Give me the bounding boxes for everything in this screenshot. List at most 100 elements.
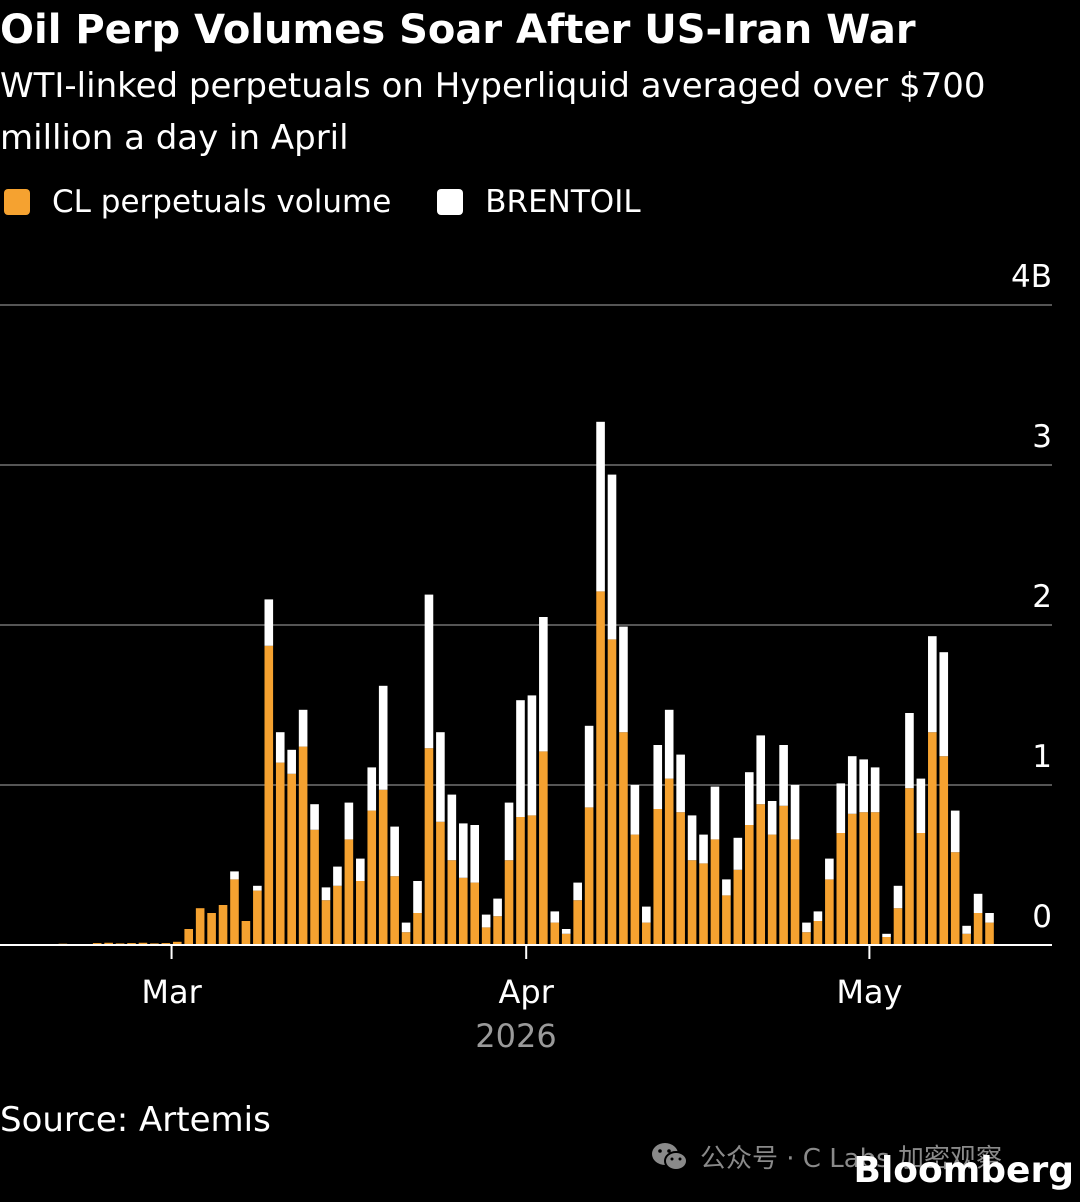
bar-brent <box>344 802 354 840</box>
bar-brent <box>790 785 800 840</box>
bar-cl <box>630 834 640 945</box>
bar-cl <box>493 916 502 945</box>
bar-cl <box>516 817 525 945</box>
bar-brent <box>973 893 983 913</box>
bar-cl <box>264 645 274 945</box>
bar-brent <box>470 825 480 883</box>
bar-cl <box>779 805 788 945</box>
x-tick-label: Mar <box>141 973 202 1011</box>
bar-cl <box>287 773 296 945</box>
bar-brent <box>287 749 296 774</box>
bar-brent <box>447 794 457 861</box>
bar-cl <box>241 921 251 945</box>
bar-cl <box>321 900 331 945</box>
bar-brent <box>905 713 914 789</box>
bar-cl <box>756 804 766 945</box>
bars-layer <box>35 421 994 945</box>
bar-cl <box>481 927 491 945</box>
bar-cl <box>573 900 582 945</box>
bar-cl <box>928 732 937 945</box>
bar-cl <box>584 807 594 945</box>
bar-cl <box>744 825 754 945</box>
bar-cl <box>847 813 857 945</box>
baseline-layer <box>0 944 1052 959</box>
bar-cl <box>104 942 113 945</box>
bar-cl <box>836 833 846 945</box>
bar-cl <box>767 834 777 945</box>
bar-cl <box>356 881 365 945</box>
bar-cl <box>310 829 319 945</box>
bar-brent <box>882 933 891 937</box>
y-tick-label: 4B <box>1011 259 1052 295</box>
bar-brent <box>825 858 834 880</box>
bar-brent <box>653 745 663 809</box>
bar-cl <box>939 756 949 945</box>
bar-cl <box>607 639 617 945</box>
bar-cl <box>950 852 960 945</box>
bar-brent <box>687 815 697 861</box>
bar-cl <box>470 882 480 945</box>
bar-cl <box>710 839 720 945</box>
bar-cl <box>390 876 399 945</box>
bar-cl <box>539 751 548 945</box>
bar-cl <box>367 810 377 945</box>
bar-cl <box>687 860 697 945</box>
bar-brent <box>413 881 422 913</box>
bar-brent <box>493 898 502 917</box>
bar-cl <box>344 839 354 945</box>
bar-brent <box>539 617 548 752</box>
bar-brent <box>836 783 846 833</box>
bar-brent <box>664 709 674 779</box>
y-tick-label: 2 <box>1032 579 1052 615</box>
y-tick-label: 3 <box>1032 419 1052 455</box>
bar-brent <box>985 913 994 923</box>
bar-brent <box>893 885 903 909</box>
bar-cl <box>138 942 148 945</box>
bar-brent <box>847 756 857 814</box>
bar-brent <box>870 767 880 813</box>
bar-brent <box>253 885 262 891</box>
bar-brent <box>401 922 411 933</box>
bar-cl <box>550 922 560 945</box>
bar-brent <box>584 725 594 808</box>
y-tick-label: 1 <box>1032 739 1052 775</box>
watermark-text: 公众号 · C Labs 加密观察 <box>700 1144 1002 1174</box>
x-tick-label: Apr <box>499 973 555 1011</box>
bar-cl <box>653 809 663 945</box>
bar-cl <box>596 591 605 945</box>
bar-brent <box>310 804 319 830</box>
bar-cl <box>298 746 308 945</box>
bar-cl <box>413 913 422 945</box>
bar-cl <box>905 788 914 945</box>
grid-layer <box>0 304 1052 786</box>
bar-brent <box>676 754 685 813</box>
bar-brent <box>928 636 937 733</box>
bar-brent <box>550 911 560 923</box>
bar-brent <box>596 421 605 592</box>
labels-layer: 0 1 2 3 4B Mar Apr May 2026 <box>141 259 1052 1055</box>
bar-brent <box>458 823 468 878</box>
bar-brent <box>779 745 788 806</box>
bar-cl <box>664 778 674 945</box>
bar-brent <box>962 925 971 934</box>
legend-label-cl: CL perpetuals volume <box>52 184 392 220</box>
bar-brent <box>504 802 514 861</box>
stacked-bar-chart: 0 1 2 3 4B Mar Apr May 2026 <box>0 259 1052 1055</box>
bar-cl <box>333 885 342 945</box>
bar-cl <box>207 913 216 945</box>
bar-cl <box>870 812 880 945</box>
y-tick-label: 0 <box>1032 899 1052 935</box>
wechat-icon <box>652 1142 688 1171</box>
bar-cl <box>401 932 411 945</box>
bar-cl <box>916 833 926 945</box>
bar-brent <box>378 685 388 790</box>
x-tick-label: May <box>836 973 902 1011</box>
bar-brent <box>642 906 651 923</box>
bar-brent <box>436 732 445 822</box>
bar-brent <box>264 599 274 646</box>
bar-cl <box>699 863 708 945</box>
bar-cl <box>859 812 868 945</box>
bar-cl <box>813 921 823 945</box>
bar-brent <box>424 594 434 749</box>
chart-title: Oil Perp Volumes Soar After US-Iran War <box>0 7 916 53</box>
